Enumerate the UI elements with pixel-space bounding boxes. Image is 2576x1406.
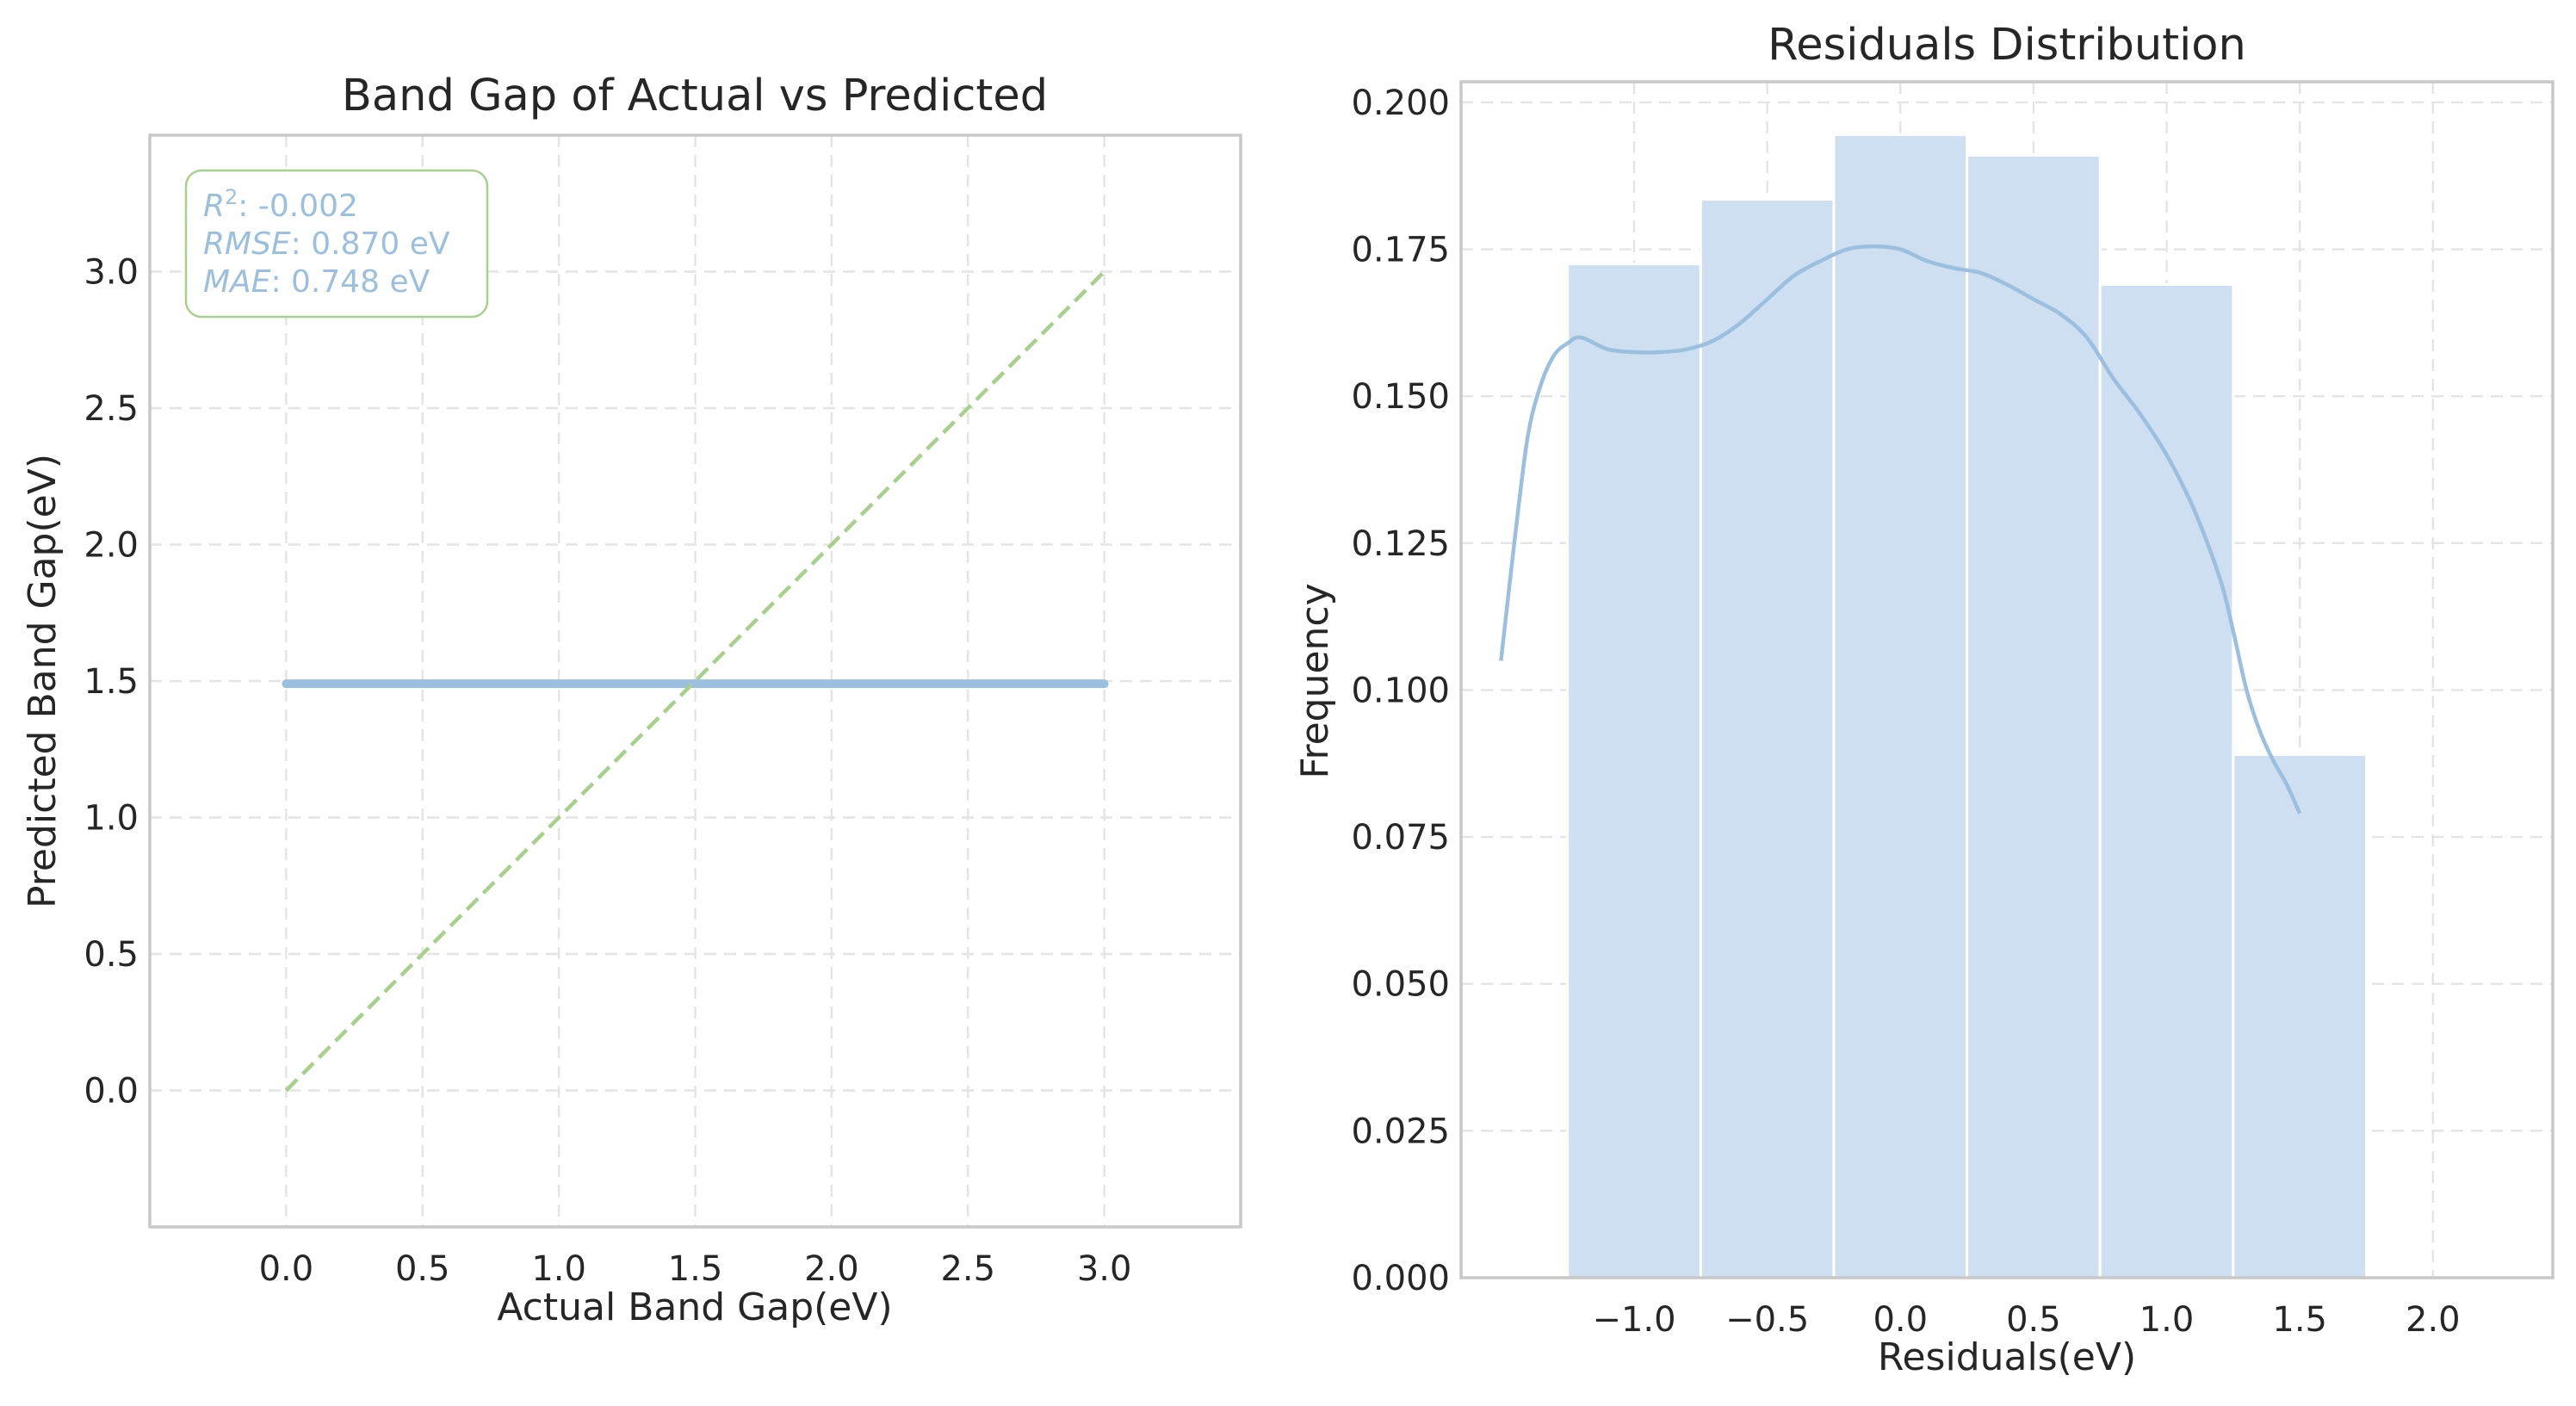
histogram-x-ticks: −1.0 −0.5 0.0 0.5 1.0 1.5 2.0: [1592, 1300, 2460, 1340]
scatter-x-tick-label: 3.0: [1077, 1249, 1132, 1289]
metric-mae: MAE: 0.748 eV: [203, 264, 430, 300]
histogram-kde: [1499, 244, 2302, 814]
histogram-bar: [2098, 282, 2235, 1279]
histogram-x-tick-label: 1.0: [2139, 1300, 2195, 1340]
metric-r2-superscript: 2: [225, 185, 238, 209]
metric-rmse: RMSE: 0.870 eV: [203, 226, 450, 262]
histogram-x-tick-label: −0.5: [1725, 1300, 1809, 1340]
histogram-y-tick-label: 0.100: [1351, 671, 1450, 710]
histogram-bar: [1832, 133, 1969, 1279]
scatter-y-tick-label: 3.0: [84, 253, 139, 293]
scatter-y-ticks: 0.0 0.5 1.0 1.5 2.0 2.5 3.0: [84, 253, 139, 1112]
histogram-x-tick-label: 2.0: [2406, 1300, 2461, 1340]
histogram-y-tick-label: 0.075: [1351, 818, 1450, 858]
histogram-y-tick-label: 0.200: [1351, 84, 1450, 123]
histogram-y-tick-label: 0.050: [1351, 965, 1450, 1005]
kde-curve: [1499, 244, 2302, 814]
scatter-x-label: Actual Band Gap(eV): [497, 1285, 892, 1329]
scatter-y-label: Predicted Band Gap(eV): [21, 454, 65, 908]
histogram-y-tick-label: 0.175: [1351, 231, 1450, 270]
histogram-x-tick-label: 0.0: [1873, 1300, 1928, 1340]
histogram-title: Residuals Distribution: [1768, 20, 2246, 71]
scatter-axes-frame: [148, 133, 1242, 1229]
histogram-y-tick-label: 0.125: [1351, 524, 1450, 564]
histogram-bar: [2232, 753, 2369, 1279]
scatter-x-tick-label: 1.5: [668, 1249, 723, 1289]
histogram-x-tick-label: 1.5: [2272, 1300, 2327, 1340]
scatter-y-tick-label: 1.5: [84, 662, 139, 702]
histogram-bar: [1699, 198, 1836, 1279]
metric-r2-value: : -0.002: [238, 189, 358, 224]
scatter-x-tick-label: 0.0: [259, 1249, 314, 1289]
metrics-box: R2: -0.002 RMSE: 0.870 eV MAE: 0.748 eV: [184, 169, 489, 319]
histogram-y-label: Frequency: [1293, 583, 1337, 778]
histogram-x-tick-label: 0.5: [2006, 1300, 2061, 1340]
scatter-y-tick-label: 0.0: [84, 1072, 139, 1112]
scatter-x-tick-label: 1.0: [531, 1249, 586, 1289]
histogram-y-tick-label: 0.025: [1351, 1112, 1450, 1151]
metrics-box-frame: [184, 169, 489, 319]
scatter-y-tick-label: 1.0: [84, 799, 139, 839]
scatter-x-tick-label: 2.5: [940, 1249, 995, 1289]
scatter-panel: Band Gap of Actual vs Predicted 0.0 0.5 1.…: [21, 71, 1242, 1329]
scatter-title: Band Gap of Actual vs Predicted: [342, 71, 1048, 121]
scatter-x-tick-label: 2.0: [804, 1249, 859, 1289]
metric-rmse-label: RMSE: [203, 226, 291, 262]
histogram-axes-frame: [1459, 80, 2554, 1279]
histogram-bars: [1566, 133, 2369, 1279]
metric-mae-value: : 0.748 eV: [270, 264, 430, 300]
scatter-x-tick-label: 0.5: [395, 1249, 450, 1289]
metric-r2: R2: -0.002: [203, 185, 358, 224]
scatter-y-tick-label: 2.5: [84, 389, 139, 429]
histogram-y-tick-label: 0.000: [1351, 1259, 1450, 1298]
histogram-y-ticks: 0.000 0.025 0.050 0.075 0.100 0.125 0.150 0.175…: [1351, 84, 1450, 1298]
histogram-x-tick-label: −1.0: [1592, 1300, 1675, 1340]
histogram-x-label: Residuals(eV): [1878, 1335, 2136, 1379]
metric-rmse-value: : 0.870 eV: [291, 226, 450, 262]
metric-mae-label: MAE: [203, 264, 271, 300]
scatter-series: [282, 269, 1109, 1093]
scatter-y-tick-label: 0.5: [84, 935, 139, 975]
histogram-bar: [1966, 153, 2102, 1279]
histogram-y-tick-label: 0.150: [1351, 377, 1450, 417]
scatter-x-ticks: 0.0 0.5 1.0 1.5 2.0 2.5 3.0: [259, 1249, 1132, 1289]
ideal-fit-line: [284, 269, 1106, 1093]
metric-r2-label: R: [203, 189, 225, 224]
scatter-y-tick-label: 2.0: [84, 526, 139, 566]
histogram-bar: [1566, 263, 1702, 1279]
histogram-panel: Residuals Distribution −1.0 −0.5 0.0 0.5 1.0…: [1293, 20, 2554, 1379]
